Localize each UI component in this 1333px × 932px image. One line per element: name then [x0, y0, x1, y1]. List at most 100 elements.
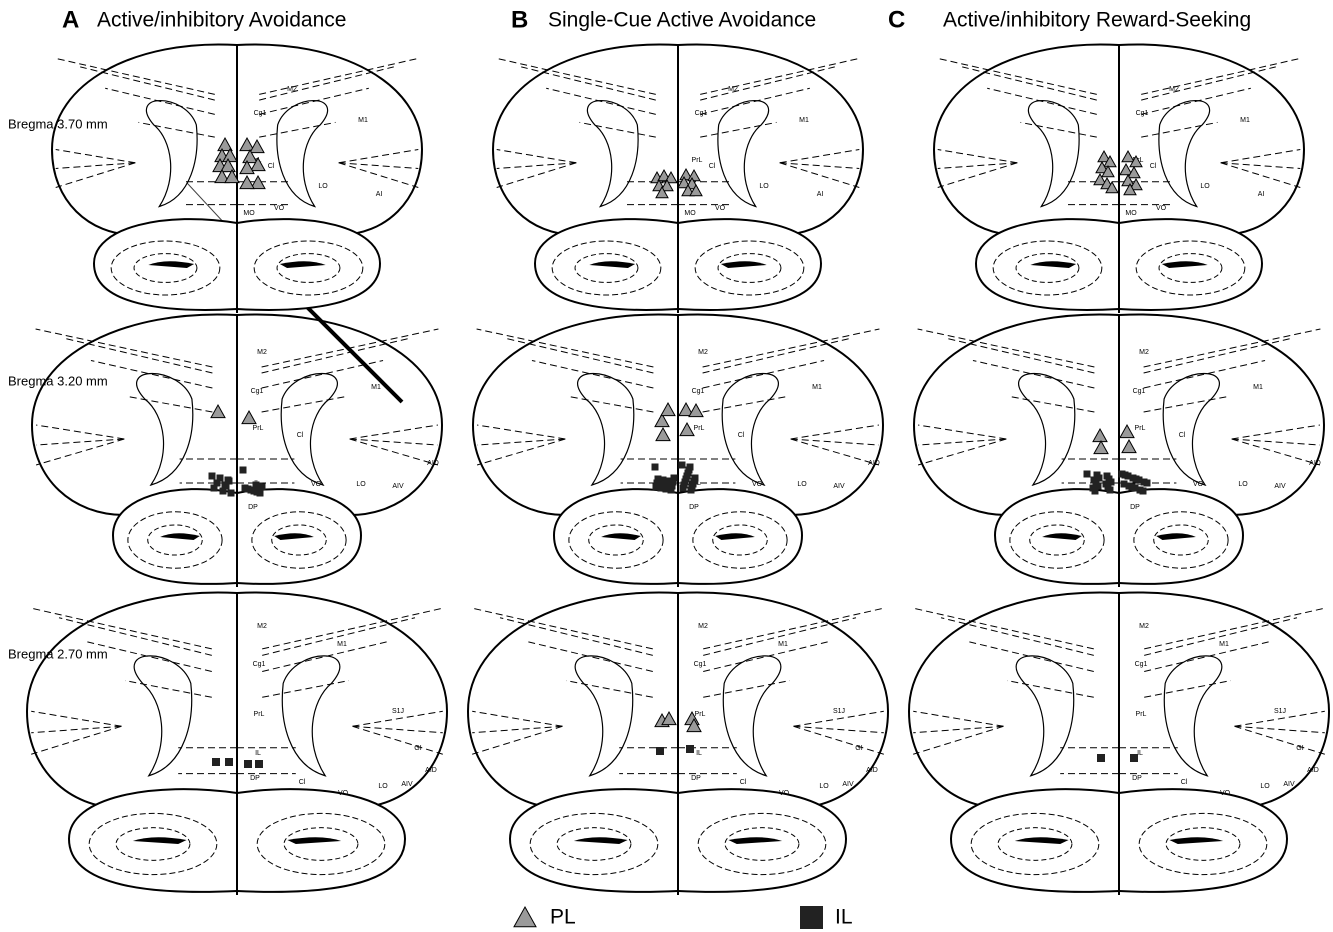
il-marker [209, 473, 216, 480]
region-label: AIV [842, 781, 854, 788]
il-marker [692, 475, 699, 482]
panel-letter: A [62, 6, 79, 33]
region-label: VO [338, 790, 349, 797]
region-label: AIV [1283, 781, 1295, 788]
region-label: M2 [1169, 86, 1179, 93]
il-marker [686, 745, 694, 753]
panel-letter: B [511, 6, 528, 33]
region-label: M2 [698, 349, 708, 356]
region-label: AIV [833, 483, 845, 490]
region-label: MO [243, 210, 255, 217]
region-label: MO [684, 210, 696, 217]
region-label: Cg1 [695, 110, 708, 117]
region-label: GI [1296, 745, 1303, 752]
region-label: DP [1132, 775, 1142, 782]
il-marker [1091, 477, 1098, 484]
region-label: S1J [392, 708, 404, 715]
region-label: Cg1 [254, 110, 267, 117]
region-label: M2 [728, 86, 738, 93]
il-marker [1103, 481, 1110, 488]
region-label: S1J [833, 708, 845, 715]
region-label: M1 [812, 384, 822, 391]
il-marker [1125, 473, 1132, 480]
region-label: M1 [337, 641, 347, 648]
region-label: LO [1200, 183, 1210, 190]
legend-label: IL [835, 906, 853, 929]
region-label: Cl [299, 779, 306, 786]
region-label: S1J [1274, 708, 1286, 715]
region-label: AI [376, 191, 383, 198]
region-label: Cg1 [692, 388, 705, 395]
il-marker [220, 488, 227, 495]
il-marker [687, 464, 694, 471]
region-label: LO [797, 481, 807, 488]
bregma-label: Bregma 3.20 mm [8, 373, 108, 388]
il-marker [212, 758, 220, 766]
region-label: M2 [287, 86, 297, 93]
region-label: AID [1309, 460, 1321, 467]
region-label: PrL [254, 711, 265, 718]
region-label: PrL [1135, 425, 1146, 432]
il-marker [679, 462, 686, 469]
region-label: VO [1156, 205, 1167, 212]
region-label: AIV [1274, 483, 1286, 490]
region-label: VO [1193, 481, 1204, 488]
region-label: IL [696, 750, 702, 757]
il-marker [1136, 477, 1143, 484]
il-marker [228, 490, 235, 497]
region-label: PrL [692, 157, 703, 164]
region-label: LO [759, 183, 769, 190]
il-marker [244, 760, 252, 768]
region-label: DP [1130, 504, 1140, 511]
region-label: M1 [799, 117, 809, 124]
region-label: VO [274, 205, 285, 212]
panel-title: Active/inhibitory Avoidance [97, 9, 346, 32]
il-marker [211, 485, 218, 492]
region-label: M1 [358, 117, 368, 124]
region-label: Cl [297, 432, 304, 439]
region-label: M2 [257, 349, 267, 356]
il-marker [222, 482, 229, 489]
region-label: VO [752, 481, 763, 488]
region-label: AIV [392, 483, 404, 490]
region-label: Cl [709, 163, 716, 170]
region-label: M1 [371, 384, 381, 391]
il-marker [1104, 473, 1111, 480]
region-label: DP [689, 504, 699, 511]
region-label: Cg1 [1136, 110, 1149, 117]
bregma-label: Bregma 2.70 mm [8, 646, 108, 661]
region-label: Cg1 [694, 661, 707, 668]
region-label: AID [427, 460, 439, 467]
region-label: VO [779, 790, 790, 797]
region-label: PrL [695, 711, 706, 718]
figure: A Active/inhibitory Avoidance B Single-Cue … [0, 0, 1333, 932]
region-label: LO [1260, 783, 1270, 790]
il-marker [255, 760, 263, 768]
region-label: MO [1125, 210, 1137, 217]
region-label: Cg1 [1133, 388, 1146, 395]
region-label: GI [855, 745, 862, 752]
il-marker [671, 475, 678, 482]
region-label: LO [356, 481, 366, 488]
region-label: Cg1 [253, 661, 266, 668]
il-marker [1144, 480, 1151, 487]
region-label: DP [248, 504, 258, 511]
il-marker [225, 758, 233, 766]
region-label: AID [1307, 767, 1319, 774]
il-marker [242, 485, 249, 492]
il-marker [1084, 471, 1091, 478]
panel-title: Single-Cue Active Avoidance [548, 9, 816, 32]
region-label: Cl [1179, 432, 1186, 439]
region-label: Cl [268, 163, 275, 170]
region-label: LO [378, 783, 388, 790]
il-marker [800, 906, 823, 929]
panel-title: Active/inhibitory Reward-Seeking [943, 9, 1251, 32]
region-label: M2 [1139, 623, 1149, 630]
il-marker [1097, 754, 1105, 762]
region-label: AID [866, 767, 878, 774]
region-label: Cl [738, 432, 745, 439]
il-marker [652, 464, 659, 471]
region-label: M1 [1253, 384, 1263, 391]
il-marker [1132, 485, 1139, 492]
il-marker [240, 467, 247, 474]
